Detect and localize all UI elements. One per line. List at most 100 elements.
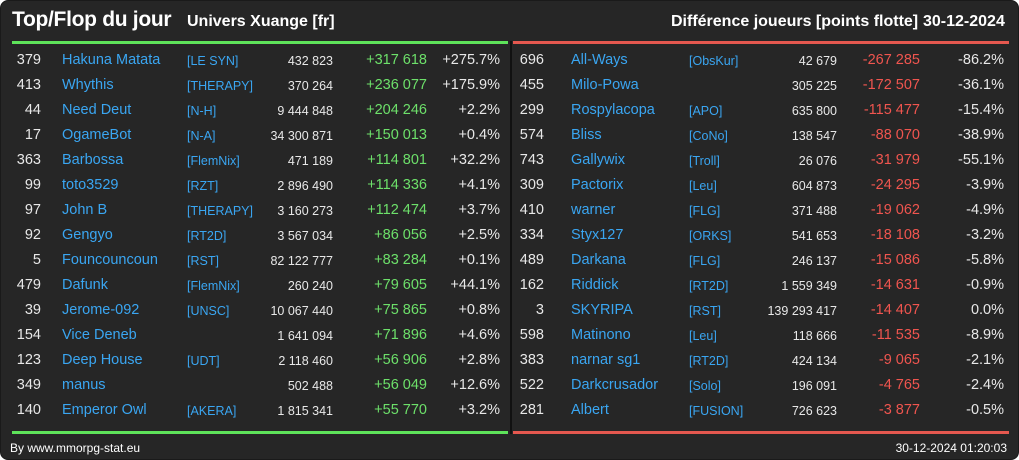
alliance-tag-link[interactable]: [RZT] — [187, 179, 219, 193]
top-row: 140 Emperor Owl [AKERA] 1 815 341 +55 770 +3.… — [11, 398, 509, 423]
player-name-link[interactable]: Whythis — [62, 77, 114, 93]
score-cell: 9 444 848 — [277, 104, 333, 118]
player-name-link[interactable]: Hakuna Matata — [62, 52, 161, 68]
alliance-tag-link[interactable]: [RT2D] — [689, 354, 729, 368]
flop-row: 455 Milo-Powa 305 225 -172 507 -36.1% — [512, 73, 1010, 98]
player-name-link[interactable]: Darkana — [571, 252, 626, 268]
alliance-tag-link[interactable]: [RT2D] — [187, 229, 227, 243]
alliance-tag-link[interactable]: [CoNo] — [689, 129, 728, 143]
percent-cell: -3.2% — [966, 227, 1004, 243]
player-name-link[interactable]: Need Deut — [62, 102, 132, 118]
player-name-link[interactable]: Vice Deneb — [62, 327, 137, 343]
alliance-tag-link[interactable]: [AKERA] — [187, 404, 237, 418]
rank-cell: 574 — [519, 127, 544, 143]
player-name-link[interactable]: Founcouncoun — [62, 252, 158, 268]
rank-cell: 154 — [16, 327, 41, 343]
top-row: 99 toto3529 [RZT] 2 896 490 +114 336 +4.1% — [11, 173, 509, 198]
score-cell: 3 160 273 — [277, 204, 333, 218]
percent-cell: +175.9% — [442, 77, 500, 93]
alliance-tag-link[interactable]: [RT2D] — [689, 279, 729, 293]
rank-cell: 39 — [24, 302, 41, 318]
diff-cell: +83 284 — [374, 252, 427, 268]
alliance-tag-link[interactable]: [THERAPY] — [187, 79, 253, 93]
alliance-tag-link[interactable]: [UDT] — [187, 354, 220, 368]
alliance-tag-link[interactable]: [UNSC] — [187, 304, 230, 318]
top-row: 92 Gengyo [RT2D] 3 567 034 +86 056 +2.5% — [11, 223, 509, 248]
score-cell: 305 225 — [791, 79, 837, 93]
percent-cell: +0.4% — [458, 127, 500, 143]
player-name-link[interactable]: Dafunk — [62, 277, 108, 293]
player-name-link[interactable]: Emperor Owl — [62, 402, 147, 418]
percent-cell: -2.1% — [966, 352, 1004, 368]
player-name-link[interactable]: narnar sg1 — [571, 352, 641, 368]
player-name-link[interactable]: Darkcrusador — [571, 377, 659, 393]
rank-cell: 522 — [519, 377, 544, 393]
player-name-link[interactable]: warner — [571, 202, 616, 218]
player-name-link[interactable]: Barbossa — [62, 152, 124, 168]
alliance-tag-link[interactable]: [Solo] — [689, 379, 721, 393]
player-name-link[interactable]: Riddick — [571, 277, 619, 293]
score-cell: 3 567 034 — [277, 229, 333, 243]
player-name-link[interactable]: SKYRIPA — [571, 302, 633, 318]
score-cell: 139 293 417 — [767, 304, 837, 318]
player-name-link[interactable]: John B — [62, 202, 108, 218]
score-cell: 196 091 — [791, 379, 837, 393]
player-name-link[interactable]: manus — [62, 377, 106, 393]
flop-row: 743 Gallywix [Troll] 26 076 -31 979 -55.1% — [512, 148, 1010, 173]
player-name-link[interactable]: All-Ways — [571, 52, 628, 68]
alliance-tag-link[interactable]: [ObsKur] — [689, 54, 739, 68]
player-name-link[interactable]: Matinono — [571, 327, 631, 343]
top-row: 363 Barbossa [FlemNix] 471 189 +114 801 +32.2… — [11, 148, 509, 173]
top-row: 379 Hakuna Matata [LE SYN] 432 823 +317 618 +… — [11, 48, 509, 73]
player-name-link[interactable]: Gengyo — [62, 227, 113, 243]
score-cell: 2 118 460 — [278, 354, 333, 368]
player-name-link[interactable]: OgameBot — [62, 127, 132, 143]
flop-row: 574 Bliss [CoNo] 138 547 -88 070 -38.9% — [512, 123, 1010, 148]
score-cell: 432 823 — [287, 54, 333, 68]
player-name-link[interactable]: Bliss — [571, 127, 602, 143]
player-name-link[interactable]: Gallywix — [571, 152, 625, 168]
alliance-tag-link[interactable]: [THERAPY] — [187, 204, 253, 218]
alliance-tag-link[interactable]: [Troll] — [689, 154, 720, 168]
diff-cell: -88 070 — [870, 127, 920, 143]
rank-cell: 5 — [32, 252, 41, 268]
alliance-tag-link[interactable]: [LE SYN] — [187, 54, 239, 68]
player-name-link[interactable]: Albert — [571, 402, 609, 418]
percent-cell: -55.1% — [958, 152, 1004, 168]
rank-cell: 379 — [16, 52, 41, 68]
alliance-tag-link[interactable]: [Leu] — [689, 179, 717, 193]
diff-cell: +56 049 — [374, 377, 427, 393]
flop-divider-bottom — [513, 431, 1009, 434]
alliance-tag-link[interactable]: [Leu] — [689, 329, 717, 343]
player-name-link[interactable]: toto3529 — [62, 177, 119, 193]
alliance-tag-link[interactable]: [ORKS] — [689, 229, 732, 243]
alliance-tag-link[interactable]: [FLG] — [689, 254, 721, 268]
alliance-tag-link[interactable]: [FlemNix] — [187, 279, 240, 293]
alliance-tag-link[interactable]: [FUSION] — [689, 404, 744, 418]
alliance-tag-link[interactable]: [APO] — [689, 104, 723, 118]
alliance-tag-link[interactable]: [N-H] — [187, 104, 217, 118]
diff-cell: +204 246 — [366, 102, 427, 118]
player-name-link[interactable]: Deep House — [62, 352, 143, 368]
diff-cell: -31 979 — [870, 152, 920, 168]
rank-cell: 489 — [519, 252, 544, 268]
alliance-tag-link[interactable]: [RST] — [689, 304, 721, 318]
percent-cell: -86.2% — [958, 52, 1004, 68]
percent-cell: +3.2% — [458, 402, 500, 418]
rank-cell: 162 — [519, 277, 544, 293]
alliance-tag-link[interactable]: [FLG] — [689, 204, 721, 218]
top-row: 123 Deep House [UDT] 2 118 460 +56 906 +2.8% — [11, 348, 509, 373]
score-cell: 370 264 — [287, 79, 333, 93]
top-row: 154 Vice Deneb 1 641 094 +71 896 +4.6% — [11, 323, 509, 348]
player-name-link[interactable]: Jerome-092 — [62, 302, 140, 318]
alliance-tag-link[interactable]: [RST] — [187, 254, 219, 268]
flop-list: 696 All-Ways [ObsKur] 42 679 -267 285 -86.2% 4… — [512, 48, 1010, 423]
alliance-tag-link[interactable]: [FlemNix] — [187, 154, 240, 168]
diff-cell: +86 056 — [374, 227, 427, 243]
alliance-tag-link[interactable]: [N-A] — [187, 129, 216, 143]
player-name-link[interactable]: Pactorix — [571, 177, 624, 193]
player-name-link[interactable]: Rospylacopa — [571, 102, 655, 118]
player-name-link[interactable]: Styx127 — [571, 227, 624, 243]
score-cell: 42 679 — [798, 54, 837, 68]
player-name-link[interactable]: Milo-Powa — [571, 77, 639, 93]
